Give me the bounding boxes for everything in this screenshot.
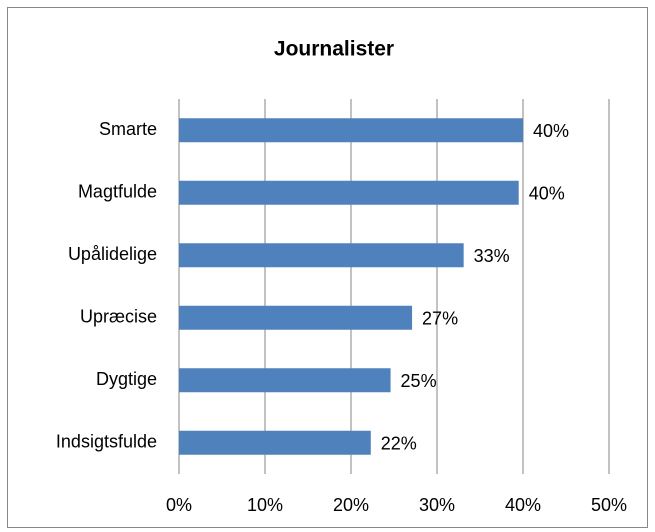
value-label: 40% [529, 184, 565, 204]
x-tick-label: 30% [419, 495, 455, 515]
bar [179, 180, 519, 205]
y-tick-label: Dygtige [96, 369, 157, 389]
value-label: 33% [474, 246, 510, 266]
x-tick-label: 40% [505, 495, 541, 515]
y-tick-label: Indsigtsfulde [56, 432, 157, 452]
value-label: 27% [422, 309, 458, 329]
bar [179, 118, 523, 143]
x-tick-label: 0% [166, 495, 192, 515]
bar [179, 305, 413, 330]
bar [179, 368, 391, 393]
bar [179, 430, 371, 455]
y-tick-label: Smarte [99, 119, 157, 139]
x-tick-label: 20% [333, 495, 369, 515]
y-tick-label: Upræcise [80, 307, 157, 327]
value-label: 22% [381, 434, 417, 454]
value-label: 40% [533, 121, 569, 141]
value-label: 25% [401, 371, 437, 391]
y-tick-label: Magtfulde [78, 182, 157, 202]
x-tick-label: 10% [247, 495, 283, 515]
chart-title: Journalister [274, 38, 394, 61]
bar [179, 243, 464, 268]
y-tick-label: Upålidelige [68, 244, 157, 264]
x-tick-label: 50% [591, 495, 627, 515]
